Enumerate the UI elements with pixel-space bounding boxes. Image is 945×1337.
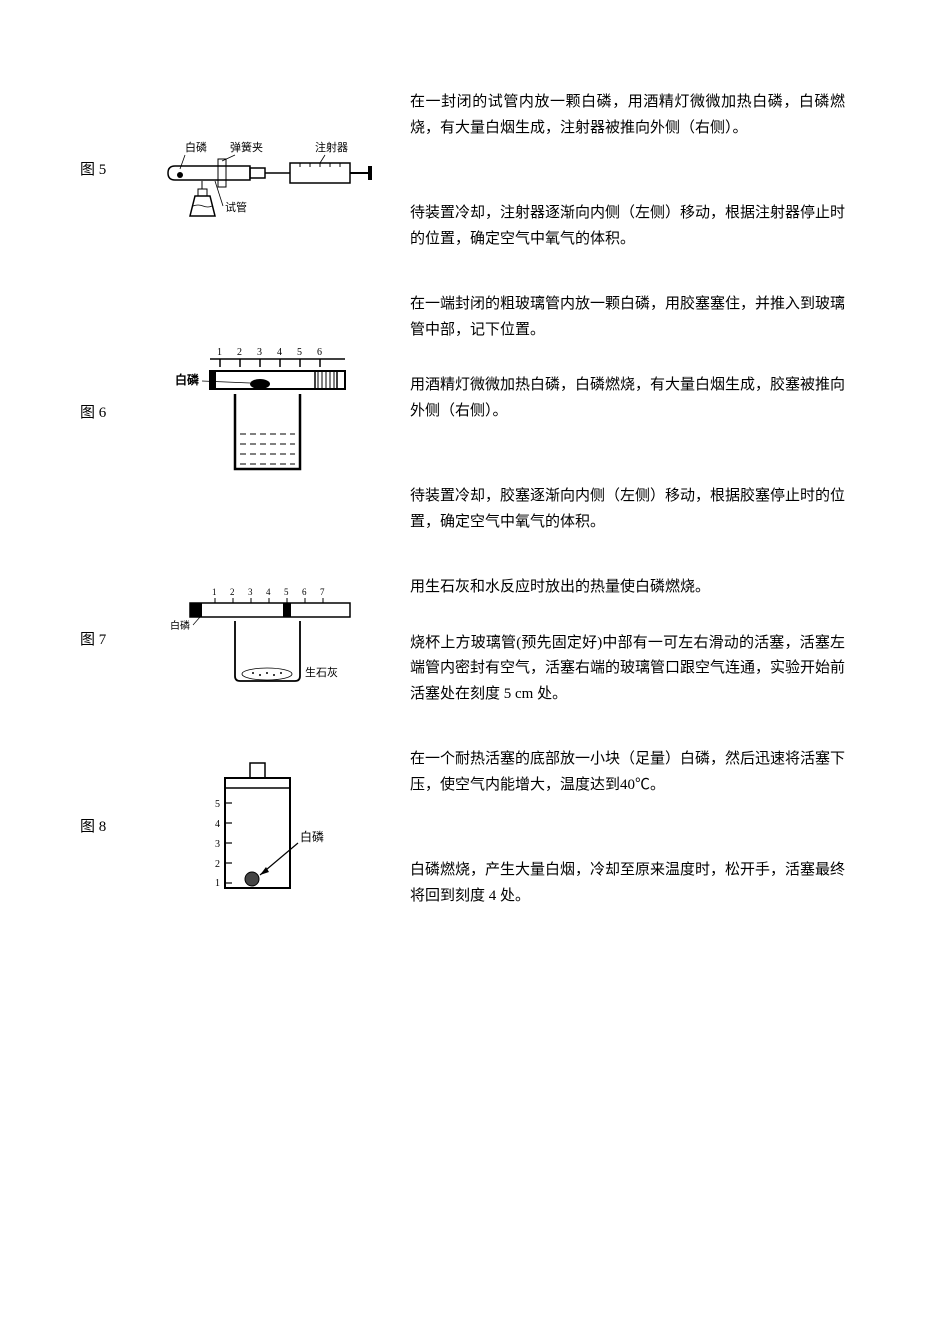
fig8-label-phosphorus: 白磷 (300, 829, 324, 844)
fig5-text-top: 在一封闭的试管内放一颗白磷，用酒精灯微微加热白磷，白磷燃烧，有大量白烟生成，注射… (410, 90, 845, 141)
figure-8-row: 图 8 5 4 3 2 1 白磷 在一个耐热活塞的底部放一 (60, 747, 885, 909)
fig6-text-above: 在一端封闭的粗玻璃管内放一颗白磷，用胶塞塞住，并推入到玻璃管中部，记下位置。 (410, 292, 845, 343)
fig6-label-phosphorus: 白磷 (175, 372, 200, 387)
figure-5-row: 图 5 (60, 90, 885, 252)
svg-text:3: 3 (215, 839, 220, 850)
fig5-label-phosphorus: 白磷 (185, 140, 207, 154)
svg-text:7: 7 (320, 587, 325, 597)
figure-7-label: 图 7 (60, 628, 130, 654)
figure-5-text: 在一封闭的试管内放一颗白磷，用酒精灯微微加热白磷，白磷燃烧，有大量白烟生成，注射… (410, 90, 885, 252)
svg-text:4: 4 (215, 819, 220, 830)
svg-text:3: 3 (257, 347, 262, 358)
fig5-text-bottom: 待装置冷却，注射器逐渐向内侧（左侧）移动，根据注射器停止时的位置，确定空气中氧气… (410, 201, 845, 252)
svg-text:4: 4 (277, 347, 282, 358)
svg-text:4: 4 (266, 587, 271, 597)
fig8-text-bottom: 白磷燃烧，产生大量白烟，冷却至原来温度时，松开手，活塞最终将回到刻度 4 处。 (410, 858, 845, 909)
svg-text:6: 6 (302, 587, 307, 597)
svg-text:1: 1 (217, 347, 222, 358)
fig5-label-syringe: 注射器 (315, 140, 348, 154)
fig8-text-above: 在一个耐热活塞的底部放一小块（足量）白磷，然后迅速将活塞下压，使空气内能增大，温… (410, 747, 845, 798)
svg-text:2: 2 (215, 859, 220, 870)
figure-6-text: 在一端封闭的粗玻璃管内放一颗白磷，用胶塞塞住，并推入到玻璃管中部，记下位置。 用… (410, 292, 885, 535)
figure-6-diagram: 1 2 3 4 5 6 白磷 (150, 339, 390, 489)
svg-text:5: 5 (284, 587, 289, 597)
figure-8-text: 在一个耐热活塞的底部放一小块（足量）白磷，然后迅速将活塞下压，使空气内能增大，温… (410, 747, 885, 909)
svg-text:3: 3 (248, 587, 253, 597)
fig6-text-mid: 用酒精灯微微加热白磷，白磷燃烧，有大量白烟生成，胶塞被推向外侧（右侧）。 (410, 373, 845, 424)
figure-5-diagram: 白磷 弹簧夹 注射器 试管 (150, 111, 390, 231)
figure-7-diagram: 1 2 3 4 5 6 7 (150, 581, 390, 701)
figure-8-label: 图 8 (60, 815, 130, 841)
fig7-label-phosphorus: 白磷 (170, 619, 190, 632)
svg-text:1: 1 (215, 878, 220, 889)
svg-text:1: 1 (212, 587, 217, 597)
figure-5-label: 图 5 (60, 158, 130, 184)
figure-7-text: 用生石灰和水反应时放出的热量使白磷燃烧。 烧杯上方玻璃管(预先固定好)中部有一可… (410, 575, 885, 707)
svg-text:2: 2 (237, 347, 242, 358)
figure-8-diagram: 5 4 3 2 1 白磷 (150, 753, 390, 903)
fig5-label-tube: 试管 (225, 200, 247, 214)
svg-text:2: 2 (230, 587, 235, 597)
svg-text:5: 5 (215, 799, 220, 810)
svg-text:5: 5 (297, 347, 302, 358)
figure-6-row: 图 6 1 2 3 4 5 6 (60, 292, 885, 535)
figure-6-label: 图 6 (60, 401, 130, 427)
figure-7-row: 图 7 1 2 3 4 5 6 7 (60, 575, 885, 707)
fig6-text-bottom: 待装置冷却，胶塞逐渐向内侧（左侧）移动，根据胶塞停止时的位置，确定空气中氧气的体… (410, 484, 845, 535)
fig7-text-mid: 烧杯上方玻璃管(预先固定好)中部有一可左右滑动的活塞，活塞左端管内密封有空气，活… (410, 631, 845, 708)
fig7-label-quicklime: 生石灰 (305, 665, 338, 679)
fig7-text-above: 用生石灰和水反应时放出的热量使白磷燃烧。 (410, 575, 845, 601)
svg-text:6: 6 (317, 347, 322, 358)
fig5-label-clip: 弹簧夹 (230, 140, 263, 154)
